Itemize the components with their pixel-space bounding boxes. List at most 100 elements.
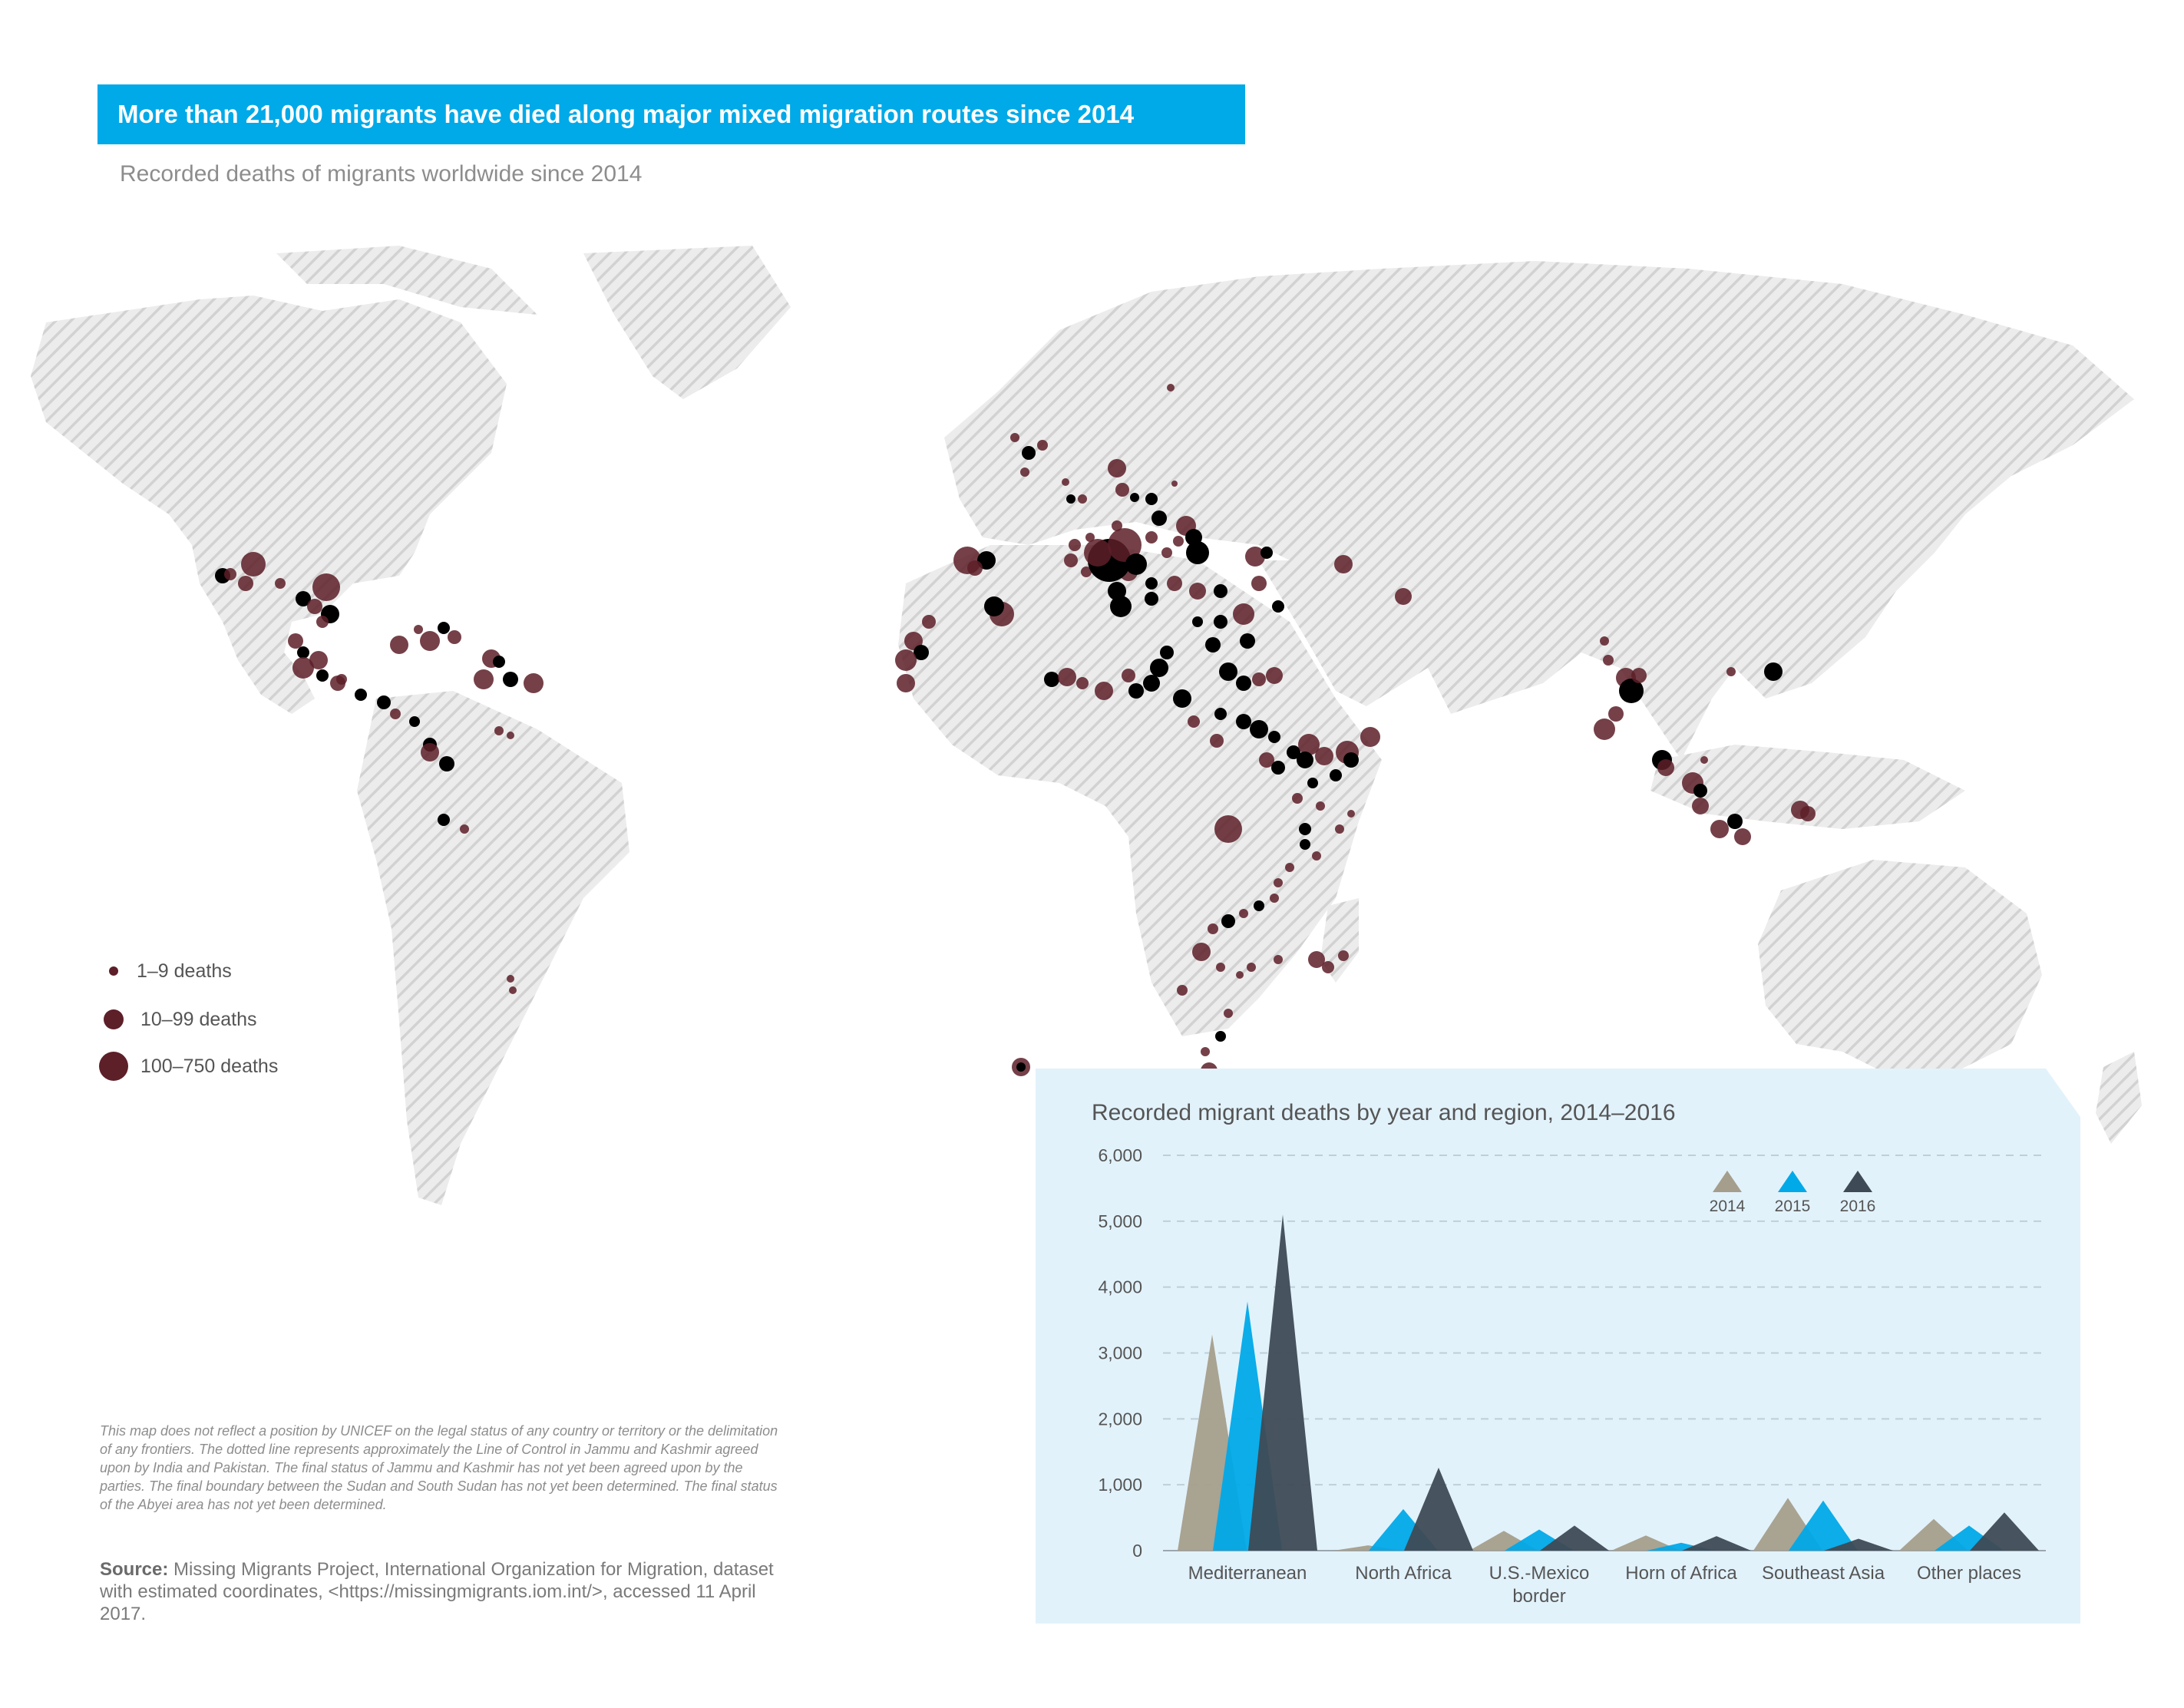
series-2016-peak [1824,1538,1893,1551]
x-category-label: Other places [1917,1563,2021,1584]
death-marker [1240,633,1255,649]
death-marker [1233,603,1254,625]
series-2016-peak [1970,1512,2039,1551]
death-marker [309,651,328,669]
death-marker [438,622,450,634]
death-marker [355,689,367,701]
death-marker [1214,815,1242,843]
death-marker [420,631,440,651]
death-marker [409,716,420,727]
death-marker [1693,784,1707,798]
death-marker [1619,679,1644,703]
death-marker [1177,985,1188,996]
death-marker [1058,668,1076,686]
death-marker [1081,567,1092,577]
death-marker [1692,798,1709,814]
death-marker [438,814,450,826]
legend-2016-triangle-icon [1843,1171,1872,1192]
death-marker [1245,547,1265,567]
legend-label: 10–99 deaths [140,1008,257,1030]
death-marker [1292,793,1303,804]
death-marker [296,591,311,606]
death-marker [967,560,983,576]
death-marker [1069,539,1081,551]
death-marker [1347,810,1355,818]
death-marker [1188,715,1200,728]
death-marker [1271,761,1285,775]
death-marker [1145,577,1158,590]
southeast-asia-islands [1650,745,1965,829]
death-marker [1219,662,1237,681]
death-marker [1173,689,1191,708]
page-title: More than 21,000 migrants have died alon… [97,84,1245,144]
series-2015-peak [1789,1500,1858,1551]
death-marker [1299,823,1311,835]
death-marker [503,672,518,687]
death-marker [1173,536,1184,547]
death-marker [507,732,514,739]
death-marker [1603,655,1614,666]
death-marker [336,674,347,685]
legend-label: 100–750 deaths [140,1055,279,1077]
death-marker [1189,583,1206,600]
south-america [357,691,629,1205]
death-marker [1608,706,1624,722]
greenland [583,246,791,399]
legend-2015-triangle-icon [1778,1171,1807,1192]
death-marker [1287,745,1300,759]
death-marker [1734,828,1751,845]
x-category-label: North Africa [1355,1563,1452,1584]
death-marker [1167,384,1175,391]
death-marker [1764,662,1783,681]
death-marker [1064,553,1078,567]
land-masses [31,246,2142,1205]
death-marker [1078,494,1087,504]
death-marker [316,669,329,682]
death-marker [224,568,236,580]
death-marker [1726,667,1736,676]
legend-item-large: 100–750 deaths [92,1051,278,1082]
australia [1758,860,2042,1075]
chart-series-marks [1178,1214,2039,1551]
death-marker [1236,714,1251,729]
death-marker [1259,752,1274,768]
death-marker [1037,440,1048,451]
x-category-label: Mediterranean [1188,1563,1307,1584]
death-marker [1800,806,1816,821]
death-marker [1160,646,1174,659]
death-marker [1335,824,1344,834]
death-marker [1251,576,1267,591]
death-marker [1022,446,1036,460]
death-marker [1224,1009,1233,1018]
death-marker [292,657,314,679]
death-marker [914,645,929,660]
africa [898,545,1382,1036]
death-marker [493,656,505,668]
death-marker [1330,769,1342,781]
death-marker [1143,675,1160,692]
death-marker [1192,616,1203,627]
death-marker [1161,547,1172,558]
death-marker [275,578,286,589]
death-marker [474,669,494,689]
death-marker [1334,555,1353,573]
death-marker [1631,668,1647,683]
chart-panel: 0 1,000 2,000 3,000 4,000 5,000 6,000 Mediterr… [1036,1069,2080,1624]
death-marker [1214,708,1227,720]
death-marker [1247,963,1256,972]
y-tick-label: 6,000 [1098,1145,1142,1165]
death-marker [1205,637,1221,652]
legend-item-medium: 10–99 deaths [92,1004,257,1035]
death-marker [1167,576,1182,591]
series-2014-peak [1611,1535,1680,1551]
death-marker [238,576,253,591]
death-marker [1221,914,1235,928]
x-category-label: Horn of Africa [1625,1563,1737,1584]
death-marker [1108,459,1126,477]
death-marker [316,616,329,628]
new-zealand [2096,1052,2142,1144]
death-marker [1700,756,1708,764]
migrant-death-markers [215,384,1816,1115]
death-marker [1216,963,1225,972]
chart-title: Recorded migrant deaths by year and regi… [1092,1100,1676,1125]
